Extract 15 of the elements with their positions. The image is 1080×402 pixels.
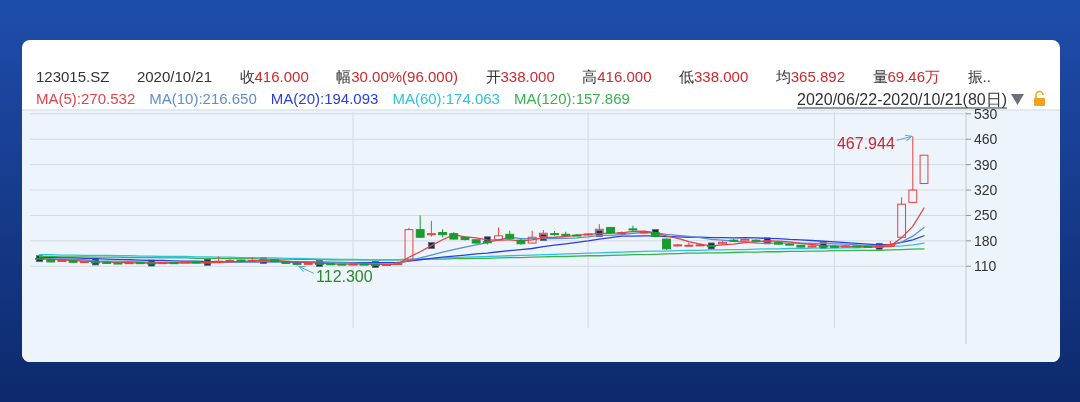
y-tick-label: 250: [974, 207, 998, 224]
y-tick-label: 390: [974, 156, 998, 173]
y-tick-label: 180: [974, 232, 998, 249]
y-tick-label: 110: [974, 258, 997, 275]
text: MA(10):216.650: [149, 89, 257, 107]
annotation: 112.300: [316, 267, 373, 285]
text: MA(20):194.093: [270, 89, 379, 107]
annotation: 467.944: [836, 134, 895, 152]
text: MA(60):174.063: [392, 89, 500, 107]
y-tick-label: 460: [974, 131, 998, 148]
chart-title: 123015.SZ 2020/10/21 收416.000 幅30.00%(96.000) 开338.000 高416.000 低338.000 均365.892 量69.46万 振..: [36, 67, 991, 85]
chart-subtitle: 2020/06/22-2020/10/21(80日): [797, 90, 1007, 108]
y-tick-label: 320: [974, 182, 998, 199]
text: MA(120):157.869: [513, 89, 630, 107]
text: MA(5):270.532: [36, 89, 136, 107]
